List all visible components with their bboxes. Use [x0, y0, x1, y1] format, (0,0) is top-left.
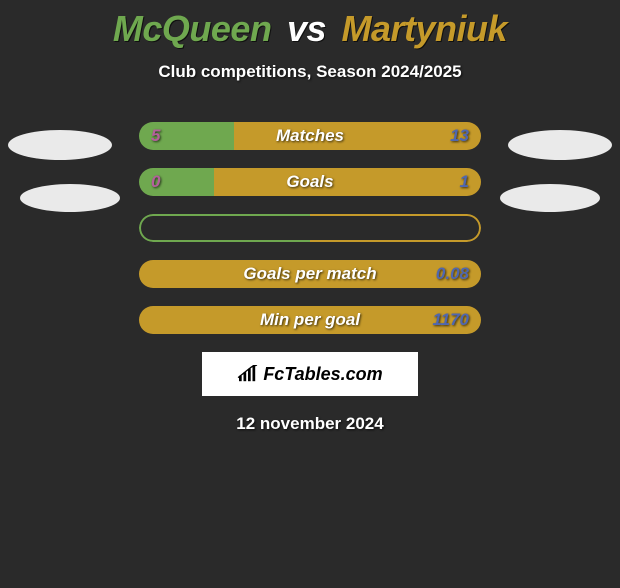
stat-label: Goals: [139, 168, 481, 196]
stat-label: Hattricks: [139, 214, 481, 242]
stat-label: Goals per match: [139, 260, 481, 288]
stat-row: Goals per match0.08: [139, 260, 481, 288]
stat-value-right: 1: [460, 168, 469, 196]
stat-value-left: 0: [151, 214, 160, 242]
logo-text: FcTables.com: [263, 364, 382, 385]
subtitle: Club competitions, Season 2024/2025: [0, 62, 620, 82]
decorative-ellipse: [500, 184, 600, 212]
stat-row: Hattricks0 0: [139, 214, 481, 242]
stat-row: Matches5 13: [139, 122, 481, 150]
stat-value-right: 0.08: [436, 260, 469, 288]
stat-value-right: 1170: [432, 306, 469, 334]
stat-label: Min per goal: [139, 306, 481, 334]
player1-name: McQueen: [113, 8, 272, 49]
chart-icon: [237, 365, 259, 383]
stat-value-left: 5: [151, 122, 160, 150]
stat-value-right: 0: [460, 214, 469, 242]
stat-row: Min per goal1170: [139, 306, 481, 334]
stat-value-right: 13: [450, 122, 469, 150]
vs-text: vs: [287, 8, 326, 49]
player2-name: Martyniuk: [342, 8, 508, 49]
comparison-title: McQueen vs Martyniuk: [0, 8, 620, 50]
stat-row: Goals0 1: [139, 168, 481, 196]
stat-label: Matches: [139, 122, 481, 150]
decorative-ellipse: [8, 130, 112, 160]
stat-value-left: 0: [151, 168, 160, 196]
generated-date: 12 november 2024: [0, 414, 620, 434]
decorative-ellipse: [508, 130, 612, 160]
logo-box: FcTables.com: [202, 352, 418, 396]
decorative-ellipse: [20, 184, 120, 212]
